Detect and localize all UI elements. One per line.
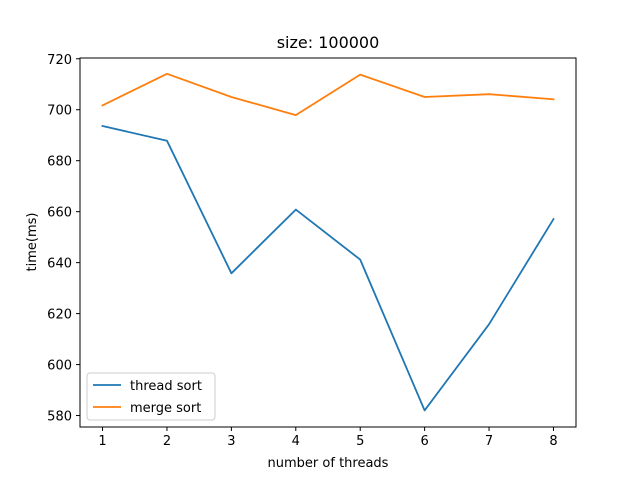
y-tick-label: 640 (47, 257, 72, 272)
y-axis: 580 600 620 640 660 680 700 720 (47, 53, 80, 425)
x-tick-label: 7 (485, 434, 493, 449)
plot-frame (79, 57, 577, 428)
y-tick-label: 720 (47, 53, 72, 68)
y-tick-label: 680 (47, 155, 72, 170)
y-tick-label: 580 (47, 410, 72, 425)
plot-lines (101, 72, 555, 412)
chart-title: size: 100000 (277, 33, 380, 52)
legend-label-merge-sort: merge sort (130, 401, 201, 416)
x-tick-label: 3 (227, 434, 235, 449)
y-tick-label: 600 (47, 359, 72, 374)
x-axis: 1 2 3 4 5 6 7 8 (98, 427, 558, 449)
x-tick-label: 8 (549, 434, 557, 449)
series-line-thread-sort (101, 124, 555, 412)
y-tick-label: 700 (47, 104, 72, 119)
x-tick-label: 2 (163, 434, 171, 449)
y-tick-label: 620 (47, 308, 72, 323)
series-line-merge-sort (101, 72, 555, 116)
legend: thread sort merge sort (86, 372, 216, 421)
x-tick-label: 5 (356, 434, 364, 449)
y-tick-label: 660 (47, 206, 72, 221)
x-tick-label: 6 (420, 434, 428, 449)
x-axis-label: number of threads (268, 456, 389, 471)
x-tick-label: 4 (292, 434, 300, 449)
legend-label-thread-sort: thread sort (130, 379, 202, 394)
y-axis-label: time(ms) (25, 213, 40, 272)
x-tick-label: 1 (98, 434, 106, 449)
